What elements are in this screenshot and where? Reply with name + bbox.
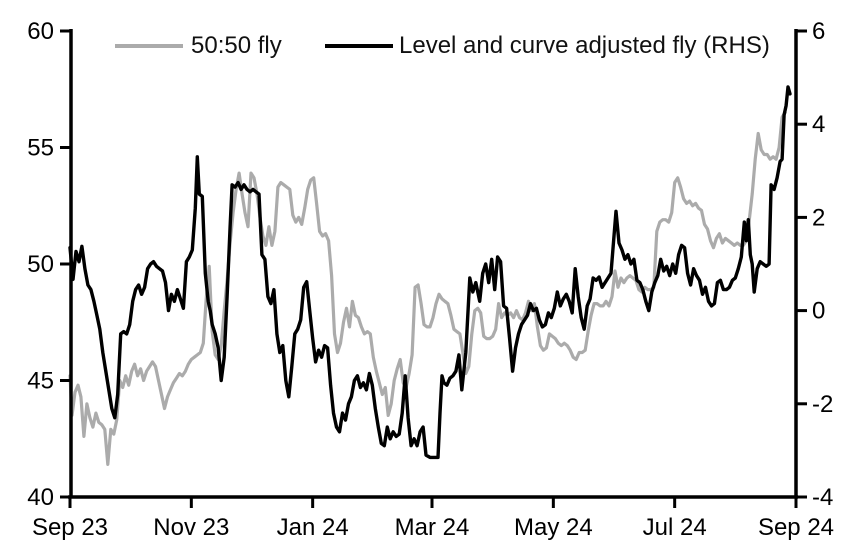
legend-line-level-curve-adjusted-fly [325,44,393,48]
legend-label-50-50-fly: 50:50 fly [191,32,282,59]
right-axis-tick-label: 4 [812,111,825,138]
x-axis-tick-label: Nov 23 [153,514,229,541]
left-axis-tick-label: 55 [27,135,54,162]
left-axis-tick-label: 40 [27,484,54,511]
x-axis-tick-label: Sep 24 [758,514,834,541]
legend-line-50-50-fly [115,44,183,48]
x-axis-tick-label: Mar 24 [395,514,470,541]
series-line-1 [68,85,792,460]
right-axis-tick-label: -2 [812,391,833,418]
right-axis-tick-label: 2 [812,204,825,231]
left-axis-tick-label: 60 [27,18,54,45]
right-axis-tick-label: 6 [812,18,825,45]
legend-label-level-curve-adjusted-fly: Level and curve adjusted fly (RHS) [399,32,770,59]
x-axis-tick-label: Jul 24 [643,514,707,541]
left-axis-tick-label: 45 [27,368,54,395]
x-axis-tick-label: Jan 24 [277,514,349,541]
series-line-0 [68,110,787,466]
x-axis-tick-label: Sep 23 [32,514,108,541]
left-axis-tick-label: 50 [27,251,54,278]
x-axis-tick-label: May 24 [514,514,593,541]
right-axis-tick-label: 0 [812,298,825,325]
right-axis-tick-label: -4 [812,484,833,511]
